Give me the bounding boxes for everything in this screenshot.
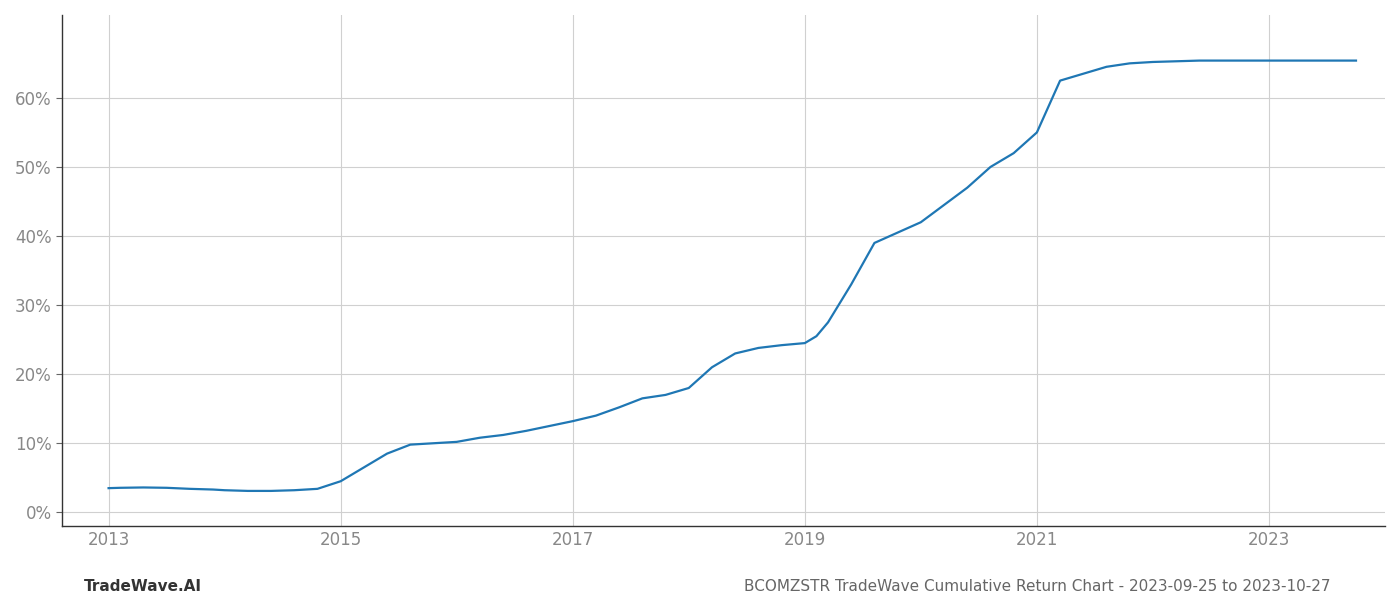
Text: TradeWave.AI: TradeWave.AI: [84, 579, 202, 594]
Text: BCOMZSTR TradeWave Cumulative Return Chart - 2023-09-25 to 2023-10-27: BCOMZSTR TradeWave Cumulative Return Cha…: [743, 579, 1330, 594]
